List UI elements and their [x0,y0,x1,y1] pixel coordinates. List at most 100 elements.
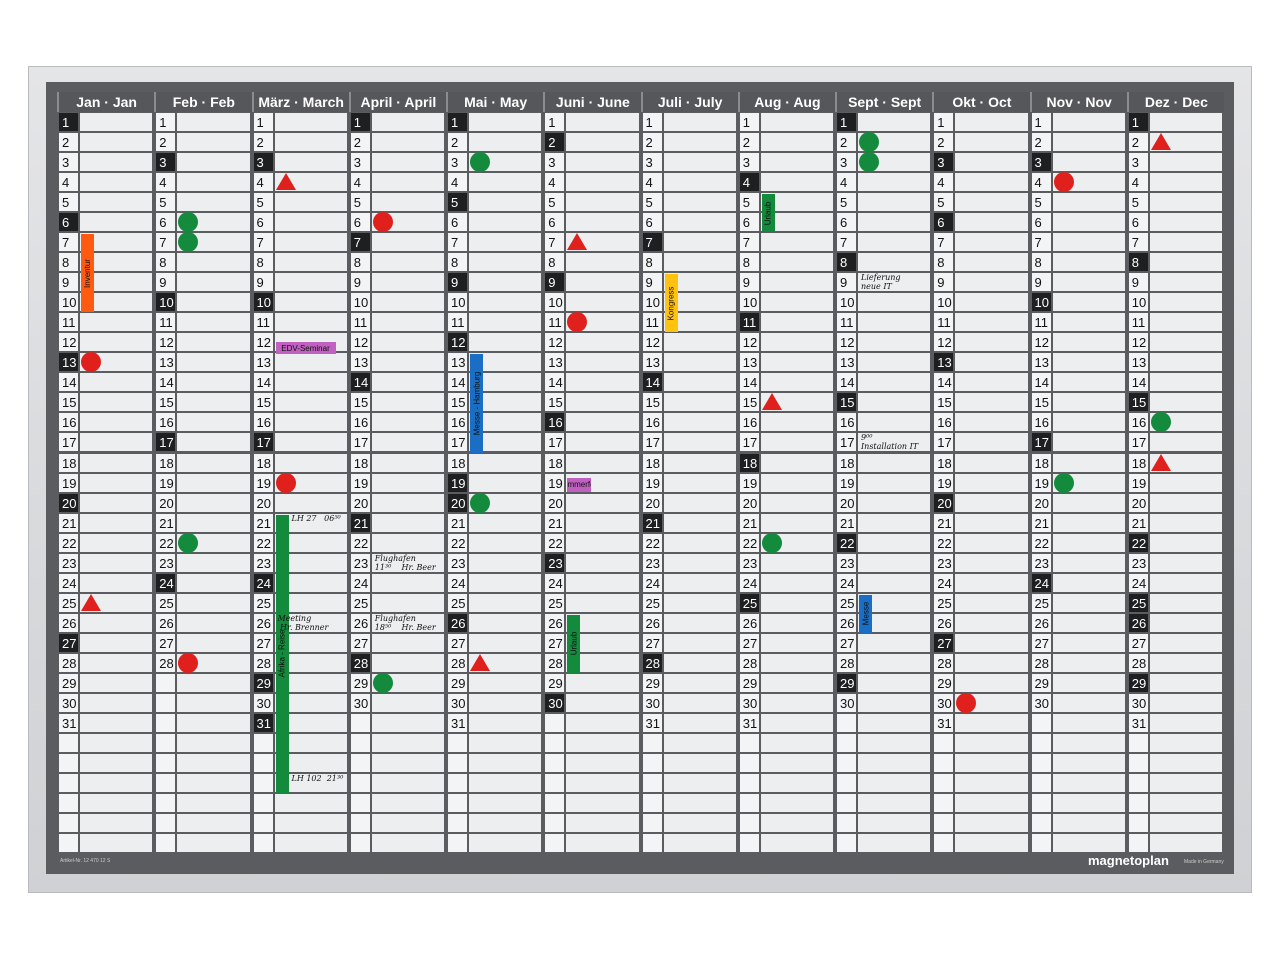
day-cell[interactable] [80,153,153,172]
day-cell[interactable] [663,133,736,152]
day-cell[interactable] [760,733,833,752]
day-cell[interactable] [955,173,1028,192]
day-cell[interactable] [1149,353,1222,372]
day-cell[interactable] [566,133,639,152]
day-cell[interactable] [274,713,347,732]
day-cell[interactable] [858,493,931,512]
day-cell[interactable] [858,593,931,612]
day-cell[interactable] [663,333,736,352]
day-cell[interactable] [80,773,153,792]
day-cell[interactable] [274,313,347,332]
day-cell[interactable] [1149,493,1222,512]
day-cell[interactable] [1149,593,1222,612]
day-cell[interactable] [663,573,736,592]
day-cell[interactable] [760,373,833,392]
day-cell[interactable] [1052,653,1125,672]
day-cell[interactable] [1149,814,1222,833]
day-cell[interactable] [177,333,250,352]
day-cell[interactable] [955,613,1028,632]
magnetic-label-strip[interactable]: Messe - Hamburg [470,354,483,453]
day-cell[interactable] [274,613,347,632]
day-cell[interactable] [177,713,250,732]
day-cell[interactable] [566,213,639,232]
day-cell[interactable] [1149,673,1222,692]
day-cell[interactable] [858,653,931,672]
day-cell[interactable] [955,413,1028,432]
day-cell[interactable] [80,633,153,652]
magnet-triangle[interactable] [567,233,588,251]
day-cell[interactable] [469,553,542,572]
day-cell[interactable] [760,573,833,592]
day-cell[interactable] [274,834,347,853]
day-cell[interactable] [566,113,639,131]
day-cell[interactable] [1052,533,1125,552]
day-cell[interactable] [274,233,347,252]
day-cell[interactable] [1052,573,1125,592]
day-cell[interactable] [469,673,542,692]
day-cell[interactable] [1052,193,1125,212]
day-cell[interactable] [80,493,153,512]
day-cell[interactable] [177,613,250,632]
day-cell[interactable] [177,393,250,412]
day-cell[interactable] [1052,233,1125,252]
day-cell[interactable] [663,273,736,292]
magnet-circle[interactable] [761,532,782,553]
day-cell[interactable] [1149,633,1222,652]
day-cell[interactable] [80,613,153,632]
day-cell[interactable] [1149,834,1222,853]
magnet-circle[interactable] [372,672,393,693]
day-cell[interactable] [274,753,347,772]
day-cell[interactable] [274,273,347,292]
day-cell[interactable] [274,113,347,131]
day-cell[interactable] [177,173,250,192]
day-cell[interactable] [858,533,931,552]
day-cell[interactable] [371,713,444,732]
day-cell[interactable] [371,373,444,392]
day-cell[interactable] [955,573,1028,592]
day-cell[interactable] [1052,253,1125,272]
day-cell[interactable] [469,233,542,252]
day-cell[interactable] [274,253,347,272]
day-cell[interactable] [760,133,833,152]
day-cell[interactable] [371,733,444,752]
day-cell[interactable] [760,413,833,432]
day-cell[interactable] [1149,373,1222,392]
day-cell[interactable] [858,273,931,292]
day-cell[interactable] [1052,773,1125,792]
day-cell[interactable] [1052,353,1125,372]
day-cell[interactable] [1149,113,1222,131]
day-cell[interactable] [858,834,931,853]
day-cell[interactable] [371,593,444,612]
day-cell[interactable] [760,753,833,772]
day-cell[interactable] [1149,553,1222,572]
day-cell[interactable] [177,693,250,712]
day-cell[interactable] [177,413,250,432]
day-cell[interactable] [371,773,444,792]
day-cell[interactable] [858,733,931,752]
magnet-circle[interactable] [1053,472,1074,493]
magnet-circle[interactable] [178,212,199,233]
day-cell[interactable] [1052,493,1125,512]
day-cell[interactable] [469,773,542,792]
day-cell[interactable] [566,373,639,392]
day-cell[interactable] [1052,713,1125,732]
day-cell[interactable] [177,273,250,292]
day-cell[interactable] [80,333,153,352]
day-cell[interactable] [1052,673,1125,692]
day-cell[interactable] [955,493,1028,512]
day-cell[interactable] [1052,693,1125,712]
day-cell[interactable] [760,293,833,312]
day-cell[interactable] [80,253,153,272]
day-cell[interactable] [371,473,444,492]
day-cell[interactable] [177,373,250,392]
day-cell[interactable] [80,513,153,532]
day-cell[interactable] [760,253,833,272]
day-cell[interactable] [274,773,347,792]
day-cell[interactable] [274,673,347,692]
magnet-triangle[interactable] [81,593,101,611]
day-cell[interactable] [371,253,444,272]
day-cell[interactable] [566,173,639,192]
magnet-circle[interactable] [372,212,393,233]
day-cell[interactable] [371,693,444,712]
day-cell[interactable] [80,273,153,292]
